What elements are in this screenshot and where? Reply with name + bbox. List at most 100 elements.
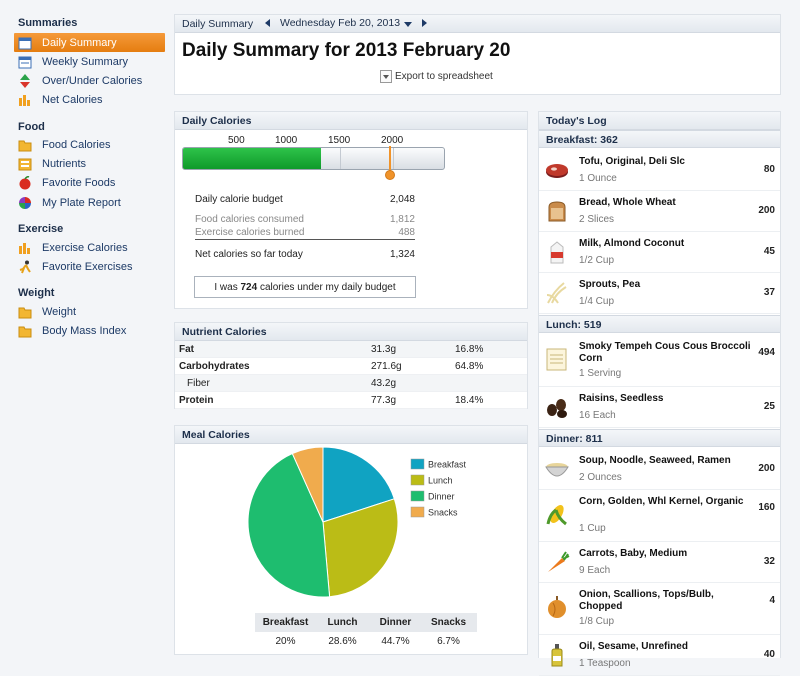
sidebar-item-my-plate-report[interactable]: My Plate Report [14,193,165,212]
list-item[interactable]: Oil, Sesame, Unrefined 1 Teaspoon 40 [539,635,780,676]
nutrient-pct: 18.4% [455,395,484,406]
log-section-header: Lunch: 519 [539,315,780,333]
sidebar-item-over-under-calories[interactable]: Over/Under Calories [14,71,165,90]
list-item[interactable]: Raisins, Seedless 16 Each 25 [539,387,780,428]
budget-marker-dot [384,170,395,180]
sidebar-item-favorite-foods[interactable]: Favorite Foods [14,173,165,192]
bar-chart-icon [18,93,32,107]
nutrient-name: Fat [179,344,194,355]
under-budget-box: I was 724 calories under my daily budget [194,276,416,298]
todays-log-panel: Today's Log Breakfast: 362 Tofu, Original… [538,111,781,676]
daily-calories-panel: Daily Calories 500 1000 1500 2000 Daily … [174,111,528,309]
prev-day-arrow-icon[interactable] [265,19,270,27]
food-amount: 1 Ounce [579,173,617,184]
updown-arrows-icon [18,73,32,88]
sidebar-section-weight: Weight [18,287,55,299]
food-amount: 1 Serving [579,368,622,379]
calorie-progress-fill [183,148,322,169]
under-prefix: I was [214,281,241,293]
nutrients-icon [18,157,32,171]
list-item[interactable]: Bread, Whole Wheat 2 Slices 200 [539,191,780,232]
sidebar-item-exercise-calories[interactable]: Exercise Calories [14,238,165,257]
chevron-down-icon[interactable] [404,21,413,27]
milk-carton-icon [544,240,570,264]
list-item[interactable]: Sprouts, Pea 1/4 Cup 37 [539,273,780,314]
meal-header-lunch: Lunch [327,617,358,628]
legend-label: Snacks [428,508,458,518]
header-panel: Daily Summary Wednesday Feb 20, 2013 Dai… [174,14,781,95]
food-name: Smoky Tempeh Cous Cous Broccoli Corn [579,341,751,364]
food-amount: 1/4 Cup [579,296,615,307]
legend-label: Dinner [428,492,455,502]
bar-chart-icon [18,241,32,255]
tab-daily-summary[interactable]: Daily Summary [182,18,254,30]
pie-slice-dinner [247,452,331,598]
todays-log-title: Today's Log [539,112,780,130]
sidebar-item-weekly-summary[interactable]: Weekly Summary [14,52,165,71]
recipe-card-icon [544,347,570,371]
food-calories: 37 [763,287,775,298]
food-amount: 9 Each [579,565,611,576]
sidebar-item-favorite-exercises[interactable]: Favorite Exercises [14,257,165,276]
food-amount: 1 Teaspoon [579,658,631,669]
food-amount: 1 Cup [579,523,606,534]
meal-table-header [255,613,477,632]
table-row: Fat 31.3g 16.8% [175,341,527,358]
food-name: Raisins, Seedless [579,393,664,404]
next-day-arrow-icon[interactable] [422,19,428,27]
consumed-value: 1,812 [389,214,415,225]
list-item[interactable]: Milk, Almond Coconut 1/2 Cup 45 [539,232,780,273]
legend-label: Lunch [428,476,453,486]
meal-calories-title: Meal Calories [175,426,527,444]
consumed-label: Food calories consumed [195,214,304,225]
bread-icon [544,199,570,223]
raisins-icon [544,395,570,419]
net-row: Net calories so far today 1,324 [195,249,415,260]
under-value: 724 [240,281,258,293]
nutrient-name: Fiber [187,378,210,389]
consumed-row: Food calories consumed 1,812 [195,214,415,225]
legend-label: Breakfast [428,460,467,470]
food-calories: 160 [758,502,775,513]
sidebar-section-exercise: Exercise [18,223,64,235]
table-row: Protein 77.3g 18.4% [175,392,527,409]
nutrient-pct: 16.8% [455,344,484,355]
meat-icon [544,158,570,182]
sidebar-item-weight[interactable]: Weight [14,302,165,321]
list-item[interactable]: Corn, Golden, Whl Kernel, Organic 1 Cup 16… [539,490,780,542]
list-item[interactable]: Onion, Scallions, Tops/Bulb, Chopped 1/8 … [539,583,780,635]
nutrient-calories-title: Nutrient Calories [175,323,527,341]
burned-value: 488 [398,227,415,238]
sidebar-item-body-mass-index[interactable]: Body Mass Index [14,321,165,340]
food-calories: 32 [763,556,775,567]
food-calories: 80 [763,164,775,175]
list-item[interactable]: Carrots, Baby, Medium 9 Each 32 [539,542,780,583]
food-name: Soup, Noodle, Seaweed, Ramen [579,455,731,466]
food-calories: 494 [758,347,775,358]
list-item[interactable]: Smoky Tempeh Cous Cous Broccoli Corn 1 Se… [539,335,780,387]
nutrient-grams: 31.3g [371,344,397,355]
nutrient-pct: 64.8% [455,361,484,372]
meal-header-snacks: Snacks [430,617,467,628]
sidebar-item-net-calories[interactable]: Net Calories [14,90,165,109]
sidebar-item-daily-summary[interactable]: Daily Summary [14,33,165,52]
nutrient-grams: 43.2g [371,378,397,389]
list-item[interactable]: Soup, Noodle, Seaweed, Ramen 2 Ounces 200 [539,449,780,490]
plate-pie-icon [18,196,32,210]
meal-value-lunch: 28.6% [328,636,357,647]
food-name: Tofu, Original, Deli Slc [579,156,685,167]
log-section-header: Breakfast: 362 [539,130,780,148]
sidebar-item-nutrients[interactable]: Nutrients [14,154,165,173]
list-item[interactable]: Tofu, Original, Deli Slc 1 Ounce 80 [539,150,780,191]
export-label: Export to spreadsheet [395,71,493,82]
nutrient-name: Carbohydrates [179,361,250,372]
food-name: Bread, Whole Wheat [579,197,676,208]
sidebar-item-food-calories[interactable]: Food Calories [14,135,165,154]
budget-label: Daily calorie budget [195,194,283,205]
oil-bottle-icon [544,643,570,667]
export-spreadsheet-link[interactable]: Export to spreadsheet [380,70,493,83]
net-label: Net calories so far today [195,249,303,260]
food-name: Milk, Almond Coconut [579,238,685,249]
burned-row: Exercise calories burned 488 [195,227,415,238]
date-selector[interactable]: Wednesday Feb 20, 2013 [280,17,401,29]
